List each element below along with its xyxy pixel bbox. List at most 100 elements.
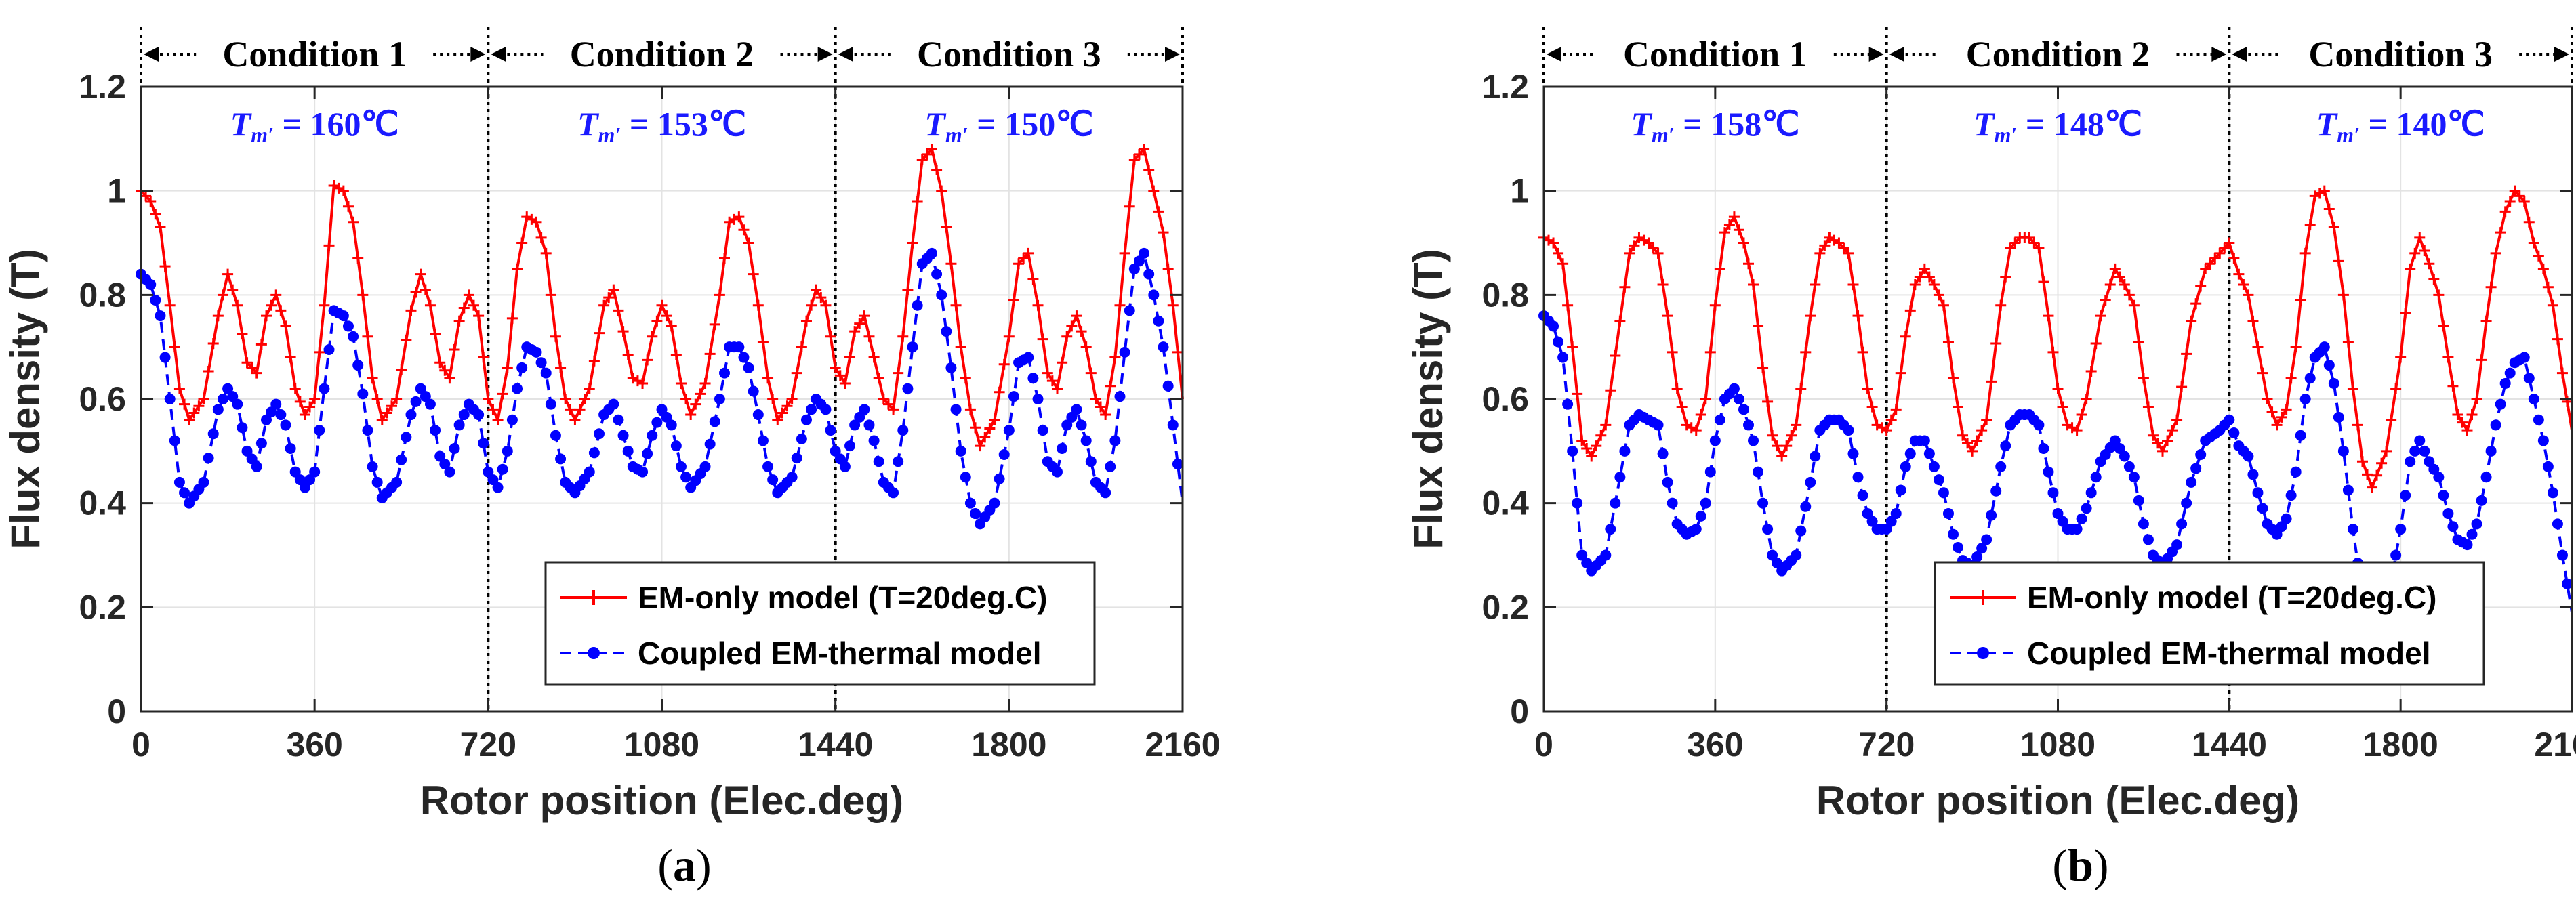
marker-dot — [164, 394, 176, 404]
marker-plus — [309, 394, 321, 404]
marker-plus — [907, 237, 918, 249]
x-tick-label: 720 — [460, 726, 516, 764]
marker-dot — [502, 445, 513, 457]
marker-plus — [2214, 247, 2226, 259]
marker-plus — [1967, 445, 1978, 457]
marker-dot — [1066, 411, 1078, 423]
marker-dot — [2285, 490, 2297, 501]
marker-dot — [1728, 383, 1740, 394]
marker-dot — [670, 440, 682, 452]
marker-dot — [994, 473, 1005, 484]
marker-plus — [1819, 240, 1831, 251]
marker-dot — [1119, 346, 1130, 358]
marker-plus — [998, 358, 1010, 370]
x-axis-label: Rotor position (Elec.deg) — [420, 778, 903, 823]
temperature-value: = 160℃ — [274, 105, 399, 143]
marker-plus — [796, 341, 807, 353]
marker-dot — [1572, 497, 1583, 509]
marker-plus — [1962, 438, 1974, 449]
marker-dot — [2433, 472, 2445, 483]
marker-dot — [907, 341, 918, 353]
marker-dot — [550, 430, 561, 441]
marker-dot — [1071, 404, 1082, 415]
marker-plus — [560, 394, 571, 404]
marker-dot — [1971, 551, 1983, 563]
marker-dot — [2504, 367, 2516, 379]
marker-dot — [998, 448, 1010, 460]
marker-plus — [2252, 341, 2264, 353]
marker-dot — [888, 487, 899, 499]
marker-plus — [212, 310, 224, 322]
marker-plus — [2047, 346, 2059, 358]
marker-plus — [1114, 299, 1126, 311]
marker-plus — [912, 196, 923, 207]
series-markers-coupled — [1538, 310, 2573, 639]
marker-plus — [1600, 419, 1612, 431]
marker-plus — [2224, 237, 2235, 249]
marker-plus — [169, 341, 180, 353]
marker-plus — [237, 328, 248, 339]
marker-plus — [854, 318, 865, 329]
marker-plus — [1772, 440, 1783, 452]
marker-plus — [699, 377, 711, 389]
marker-dot — [868, 435, 880, 446]
chart-panel-b: Condition 1 Tm′ = 158℃ Condition 2 Tm′ = 14… — [1406, 27, 2576, 891]
legend-box — [1934, 561, 2485, 686]
marker-dot — [304, 474, 316, 486]
marker-plus — [2109, 263, 2121, 274]
x-tick-label: 1800 — [2363, 726, 2438, 764]
marker-dot — [2318, 341, 2330, 353]
marker-plus — [897, 331, 909, 342]
legend-entry-coupled: Coupled EM-thermal model — [560, 635, 1041, 671]
marker-plus — [675, 377, 687, 389]
series-markers-em-only — [136, 144, 1183, 452]
marker-plus — [255, 339, 267, 350]
marker-dot — [656, 404, 668, 415]
marker-plus — [323, 240, 335, 251]
marker-plus — [1105, 380, 1116, 392]
marker-plus — [960, 373, 971, 384]
x-tick-label: 360 — [286, 726, 342, 764]
marker-dot — [319, 383, 330, 394]
marker-plus — [2509, 185, 2520, 196]
marker-plus — [685, 409, 697, 421]
marker-plus — [227, 284, 239, 295]
marker-plus — [2395, 352, 2407, 363]
marker-dot — [1709, 435, 1721, 446]
marker-plus — [540, 247, 552, 259]
marker-plus — [2337, 289, 2349, 301]
marker-plus — [497, 388, 508, 400]
marker-dot — [2523, 373, 2535, 384]
marker-plus — [1942, 336, 1954, 348]
marker-dot — [1148, 289, 1160, 301]
marker-plus — [2342, 336, 2354, 348]
marker-plus — [1914, 271, 1925, 283]
marker-plus — [1748, 278, 1759, 290]
marker-plus — [825, 331, 836, 342]
marker-dot — [1767, 549, 1778, 561]
marker-dot — [145, 278, 157, 290]
marker-dot — [2171, 539, 2183, 551]
marker-dot — [2181, 497, 2192, 509]
marker-dot — [1695, 510, 1706, 522]
marker-plus — [381, 407, 392, 419]
marker-plus — [2438, 320, 2449, 332]
marker-plus — [502, 362, 513, 373]
marker-plus — [2138, 373, 2149, 384]
marker-plus — [820, 299, 832, 311]
marker-dot — [222, 383, 234, 394]
marker-plus — [150, 209, 161, 220]
marker-plus — [2367, 482, 2378, 493]
marker-plus — [714, 289, 725, 301]
temperature-value: = 158℃ — [1675, 105, 1800, 143]
marker-plus — [1667, 346, 1678, 358]
marker-dot — [434, 451, 446, 462]
marker-dot — [289, 466, 301, 478]
marker-dot — [2243, 451, 2254, 462]
marker-plus — [155, 222, 166, 233]
marker-dot — [902, 383, 914, 394]
marker-plus — [357, 289, 369, 301]
marker-plus — [2356, 456, 2368, 467]
marker-plus — [1562, 299, 1574, 311]
marker-dot — [299, 482, 310, 493]
